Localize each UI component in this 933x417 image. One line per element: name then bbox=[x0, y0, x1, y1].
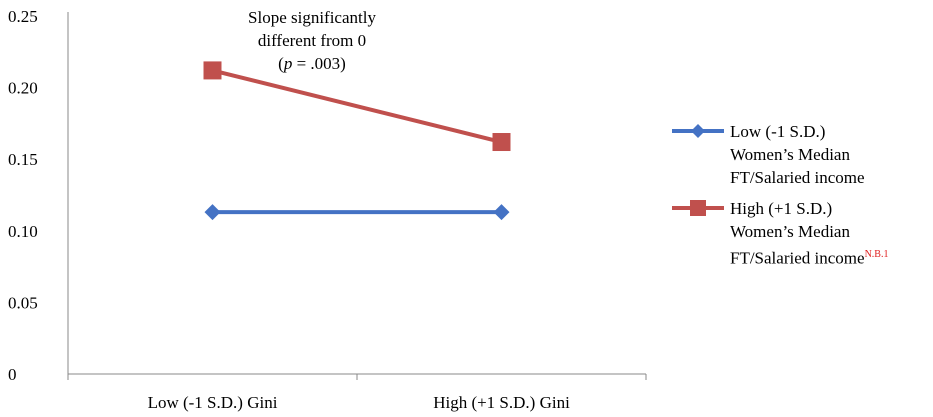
legend-label-low-line-1: Low (-1 S.D.) bbox=[730, 122, 826, 141]
series-line bbox=[212, 68, 502, 144]
annotation-line-1: Slope significantly bbox=[248, 8, 376, 27]
legend-footnote-mark: N.B.1 bbox=[864, 249, 889, 260]
legend-swatch-high bbox=[672, 200, 724, 216]
legend-label-high-line-1: High (+1 S.D.) bbox=[730, 199, 833, 218]
legend-label-high-line-3-text: FT/Salaried income bbox=[730, 248, 865, 268]
legend-swatch-low bbox=[672, 124, 724, 138]
x-tick-label: Low (-1 S.D.) Gini bbox=[148, 393, 278, 412]
x-tick-labels: Low (-1 S.D.) Gini High (+1 S.D.) Gini bbox=[67, 374, 647, 412]
y-tick-label: 0.05 bbox=[8, 293, 38, 312]
legend-label-low-line-2: Women’s Median bbox=[730, 145, 850, 164]
legend-label-low-line-3: FT/Salaried income bbox=[730, 168, 865, 187]
data-point bbox=[203, 61, 222, 80]
y-tick-labels: 0 0.05 0.10 0.15 0.20 0.25 bbox=[8, 7, 38, 384]
annotation-line-2: different from 0 bbox=[257, 31, 367, 50]
y-tick-label: 0.10 bbox=[8, 222, 38, 241]
x-tick-label: High (+1 S.D.) Gini bbox=[433, 393, 570, 412]
series-layer bbox=[203, 61, 511, 221]
annotation-p-value: = .003) bbox=[292, 54, 346, 73]
y-tick-label: 0 bbox=[8, 365, 17, 384]
annotation-p-symbol: p bbox=[283, 54, 293, 73]
legend-item-high: High (+1 S.D.) Women’s Median FT/Salarie… bbox=[672, 197, 930, 270]
annotation-line-3: (p = .003) bbox=[232, 52, 392, 75]
series-1 bbox=[203, 61, 511, 152]
legend-label-high-line-2: Women’s Median bbox=[730, 222, 850, 241]
annotation-open-paren: ( bbox=[278, 54, 284, 73]
legend-item-low: Low (-1 S.D.) Women’s Median FT/Salaried… bbox=[672, 120, 930, 189]
series-0 bbox=[204, 204, 510, 221]
slope-annotation: Slope significantly different from 0 (p … bbox=[232, 6, 392, 75]
legend: Low (-1 S.D.) Women’s Median FT/Salaried… bbox=[672, 120, 930, 278]
y-tick-label: 0.25 bbox=[8, 7, 38, 26]
y-tick-label: 0.20 bbox=[8, 79, 38, 98]
data-point bbox=[492, 133, 511, 152]
data-point bbox=[493, 204, 510, 221]
y-tick-label: 0.15 bbox=[8, 150, 38, 169]
legend-label-high-line-3: FT/Salaried incomeN.B.1 bbox=[730, 243, 930, 270]
data-point bbox=[204, 204, 221, 221]
